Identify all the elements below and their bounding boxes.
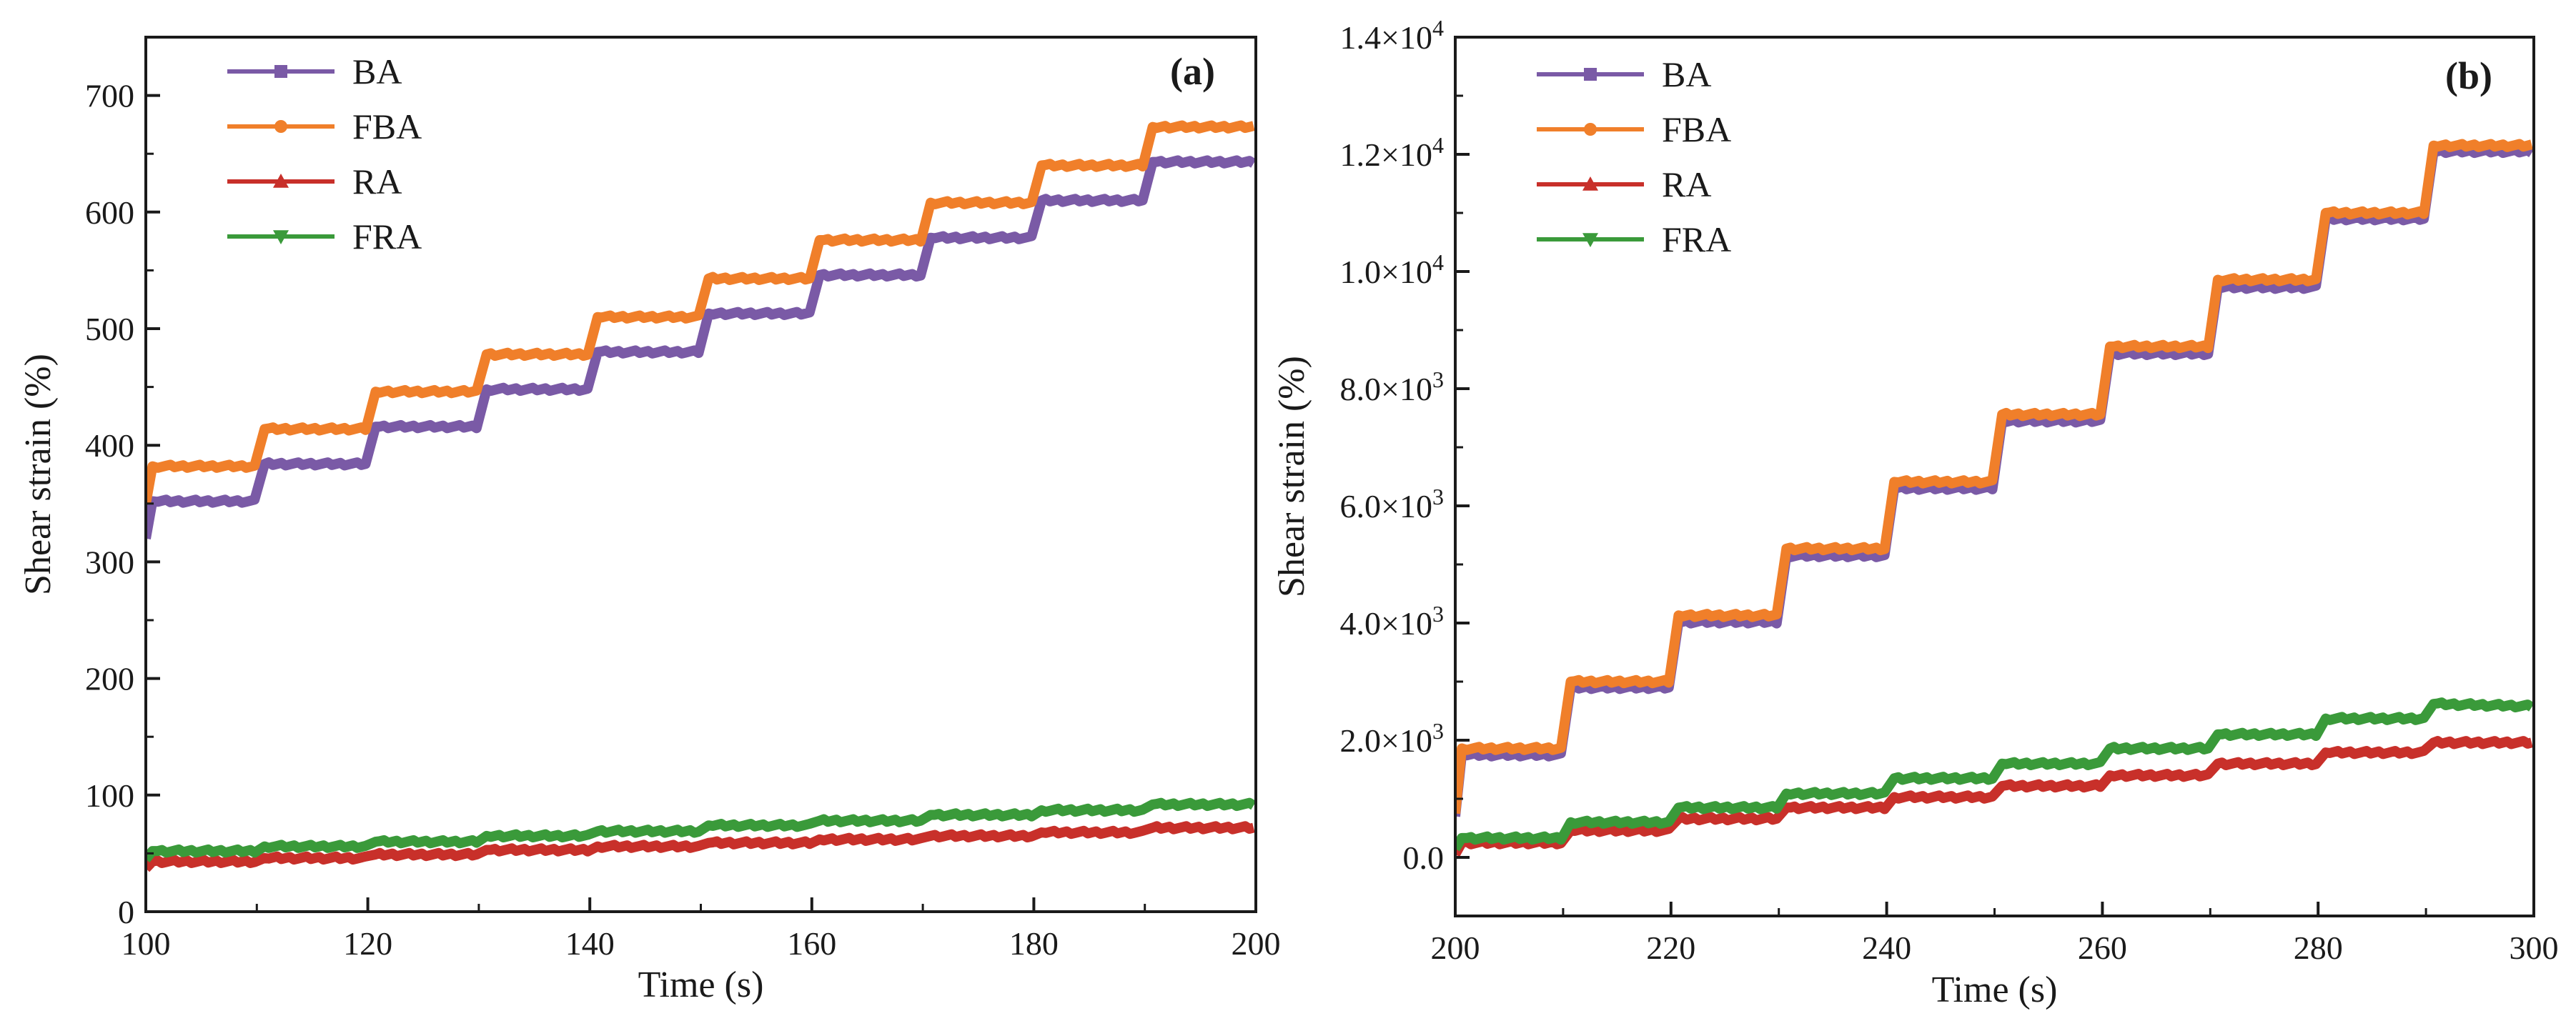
legend-marker-ra: [273, 174, 289, 188]
y-tick-label: 2.0×103: [1340, 718, 1444, 759]
panel-label: (b): [2445, 54, 2492, 97]
x-tick-label: 200: [1431, 930, 1480, 966]
series-line-ba: [146, 155, 1256, 540]
series-line-ra: [1455, 736, 2533, 857]
series-line-fba: [1455, 139, 2533, 815]
y-tick-mantissa: 0.0: [1403, 840, 1445, 876]
legend-marker-fba: [274, 120, 287, 133]
panel-a: 100 120 140 160 180 2000100200300400500600700…: [18, 36, 1281, 1005]
series-line-fba: [146, 120, 1255, 505]
y-tick-exponent: 4: [1432, 15, 1444, 41]
legend-marker-ba: [1584, 68, 1597, 81]
legend-marker-fra: [273, 230, 289, 244]
y-tick-exponent: 3: [1432, 601, 1444, 627]
x-tick-label: 240: [1862, 930, 1911, 966]
y-tick-mantissa: 4.0×10: [1340, 605, 1432, 642]
y-tick-label: 0: [118, 894, 134, 930]
y-tick-label: 100: [85, 777, 134, 814]
x-tick-label: 300: [2510, 930, 2559, 966]
y-tick-mantissa: 1.2×10: [1340, 136, 1432, 173]
legend-label-fba: FBA: [1662, 109, 1731, 149]
y-tick-exponent: 3: [1432, 484, 1444, 509]
panel-b: 200 220 240 260 280 3000.02.0×1034.0×1036.0×1…: [1272, 15, 2559, 1010]
x-tick-label: 280: [2294, 930, 2343, 966]
legend: BA FBA RA FRA: [1537, 54, 1731, 259]
y-tick-label: 700: [85, 78, 134, 114]
legend-marker-ba: [274, 65, 287, 78]
y-tick-exponent: 3: [1432, 367, 1444, 392]
legend-label-fra: FRA: [352, 216, 422, 256]
legend-marker-fra: [1582, 233, 1598, 247]
x-tick-label: 260: [2078, 930, 2127, 966]
axes: 200 220 240 260 280 3000.02.0×1034.0×1036.0×1…: [1340, 15, 2559, 966]
x-tick-label: 160: [787, 925, 836, 962]
legend-label-ra: RA: [1662, 164, 1711, 204]
y-tick-label: 1.0×104: [1340, 249, 1444, 290]
x-tick-label: 100: [122, 925, 171, 962]
y-tick-label: 300: [85, 544, 134, 580]
y-tick-exponent: 4: [1432, 249, 1444, 275]
legend: BA FBA RA FRA: [227, 51, 422, 256]
y-tick-label: 500: [85, 311, 134, 347]
y-tick-label: 400: [85, 427, 134, 464]
legend-label-ba: BA: [1662, 54, 1711, 94]
x-axis-title: Time (s): [1932, 970, 2058, 1010]
y-tick-exponent: 4: [1432, 132, 1444, 158]
x-tick-label: 200: [1232, 925, 1281, 962]
y-tick-label: 1.4×104: [1340, 15, 1444, 56]
legend-label-fra: FRA: [1662, 219, 1731, 259]
series-group: [146, 120, 1256, 872]
series-line-fra: [146, 797, 1256, 863]
x-tick-label: 180: [1009, 925, 1059, 962]
y-tick-label: 0.0: [1403, 840, 1445, 876]
legend-label-fba: FBA: [352, 106, 422, 146]
y-tick-mantissa: 1.4×10: [1340, 19, 1432, 56]
y-axis-title: Shear strain (%): [1272, 356, 1312, 597]
legend-label-ba: BA: [352, 51, 402, 91]
x-tick-label: 220: [1646, 930, 1695, 966]
y-tick-mantissa: 8.0×10: [1340, 371, 1432, 407]
legend-marker-fba: [1584, 123, 1597, 136]
series-group: [1455, 139, 2534, 857]
y-tick-exponent: 3: [1432, 718, 1444, 744]
legend-label-ra: RA: [352, 161, 402, 201]
legend-marker-ra: [1582, 176, 1598, 191]
y-tick-mantissa: 6.0×10: [1340, 488, 1432, 524]
y-tick-label: 600: [85, 194, 134, 231]
y-tick-mantissa: 1.0×10: [1340, 254, 1432, 290]
y-tick-label: 1.2×104: [1340, 132, 1444, 173]
y-tick-label: 200: [85, 661, 134, 697]
series-line-fra: [1455, 697, 2534, 852]
y-tick-label: 8.0×103: [1340, 367, 1444, 407]
panel-label: (a): [1170, 50, 1215, 93]
y-tick-label: 4.0×103: [1340, 601, 1444, 642]
x-tick-label: 140: [565, 925, 615, 962]
series-line-ra: [146, 821, 1255, 872]
x-tick-label: 120: [343, 925, 392, 962]
y-axis-title: Shear strain (%): [18, 354, 59, 595]
x-axis-title: Time (s): [638, 965, 764, 1005]
y-tick-label: 6.0×103: [1340, 484, 1444, 524]
y-tick-mantissa: 2.0×10: [1340, 722, 1432, 759]
